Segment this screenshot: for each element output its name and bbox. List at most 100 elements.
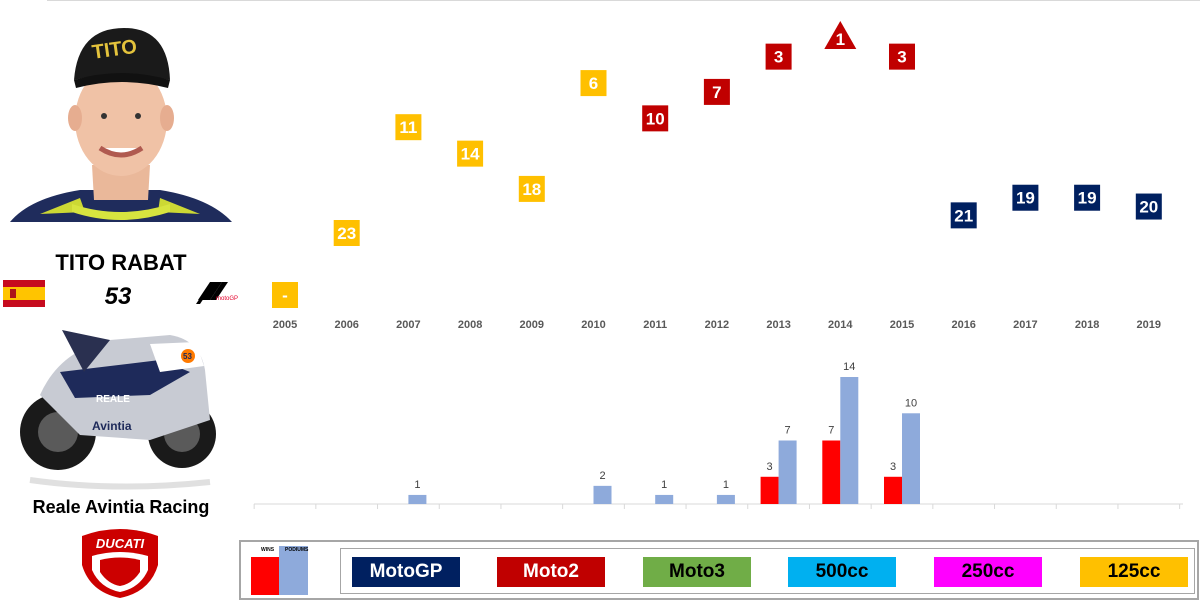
year-tick-2006: 2006: [334, 319, 358, 331]
spain-flag-icon: [3, 280, 45, 307]
rider-panel: TITO TITO RABAT 53 motoGP: [0, 0, 250, 602]
podiums-bar-2010: [593, 485, 612, 504]
wins-label-2013: 3: [767, 461, 773, 473]
square-marker: [765, 43, 792, 70]
rider-illustrations: TITO TITO RABAT 53 motoGP: [3, 28, 238, 598]
triangle-marker: [824, 21, 857, 49]
position-label: 19: [1016, 189, 1035, 208]
position-marker-2011: 10: [642, 105, 669, 132]
position-label: 21: [954, 206, 973, 225]
year-tick-2015: 2015: [890, 319, 914, 331]
motogp-logo-icon: motoGP: [196, 282, 238, 304]
position-label: 11: [399, 118, 417, 137]
year-tick-2009: 2009: [520, 319, 544, 331]
legend: WINS PODIUMS MotoGP Moto2 Moto3 500cc 25…: [239, 540, 1199, 600]
ducati-logo-text: DUCATI: [96, 536, 145, 551]
year-tick-2010: 2010: [581, 319, 605, 331]
square-marker: [703, 78, 730, 105]
position-label: 7: [712, 83, 721, 102]
position-marker-2015: 3: [889, 43, 915, 70]
podiums-bar-2014: [840, 377, 859, 504]
position-label: 10: [646, 109, 665, 128]
wins-bar-2014: [822, 440, 841, 504]
square-marker: [889, 43, 915, 70]
square-marker: [950, 202, 977, 229]
wins-podiums-key: WINS PODIUMS: [249, 546, 309, 596]
position-label: 18: [522, 180, 541, 199]
position-marker-2019: 20: [1135, 193, 1162, 220]
wins-label-2015: 3: [890, 461, 896, 473]
position-label: 3: [897, 48, 906, 67]
bike-sponsor-2-text: REALE: [96, 394, 130, 405]
motogp-logo-text: motoGP: [216, 296, 238, 302]
position-marker-2016: 21: [950, 202, 977, 229]
championship-position-series: - 23 11 14 18 6 10 7 3 1 3 21 19 19 20: [272, 21, 1162, 308]
year-tick-2013: 2013: [766, 319, 790, 331]
wins-podiums-bars: 1 2 1 1 3 7 7 14 3 10: [408, 361, 920, 504]
class-legend: MotoGP Moto2 Moto3 500cc 250cc 125cc: [340, 548, 1195, 594]
podiums-bar-2012: [716, 494, 735, 504]
year-tick-2005: 2005: [273, 319, 297, 331]
top-border-line: [47, 0, 1200, 1]
position-label: 20: [1139, 198, 1158, 217]
square-marker: [518, 175, 545, 202]
year-tick-2007: 2007: [396, 319, 420, 331]
podiums-label-2014: 14: [843, 361, 855, 373]
square-marker: [580, 70, 607, 97]
wins-bar-2013: [760, 476, 779, 504]
square-marker: [395, 114, 422, 141]
position-marker-2014: 1: [824, 21, 857, 49]
square-marker: [1074, 184, 1101, 211]
legend-125cc: 125cc: [1080, 557, 1188, 587]
position-label: 23: [337, 224, 356, 243]
position-label: 1: [836, 30, 845, 49]
position-marker-2013: 3: [765, 43, 792, 70]
legend-motogp: MotoGP: [352, 557, 460, 587]
podiums-key-swatch: [279, 546, 308, 595]
position-marker-2005: -: [272, 282, 298, 308]
position-label: 6: [589, 74, 598, 93]
square-marker: [457, 140, 484, 167]
year-tick-2014: 2014: [828, 319, 853, 331]
position-label: -: [282, 286, 288, 305]
square-marker: [333, 220, 360, 246]
legend-500cc: 500cc: [788, 557, 896, 587]
position-marker-2010: 6: [580, 70, 607, 97]
position-marker-2017: 19: [1012, 184, 1039, 211]
rider-name: TITO RABAT: [55, 250, 187, 275]
position-marker-2018: 19: [1074, 184, 1101, 211]
team-name: Reale Avintia Racing: [33, 497, 210, 517]
legend-moto3: Moto3: [643, 557, 751, 587]
year-tick-2011: 2011: [643, 319, 667, 331]
motorcycle-image: 53 Avintia REALE: [20, 330, 216, 490]
year-tick-2019: 2019: [1137, 319, 1161, 331]
position-marker-2009: 18: [518, 175, 545, 202]
podiums-label-2011: 1: [661, 479, 667, 491]
position-label: 19: [1078, 189, 1097, 208]
year-tick-2016: 2016: [951, 319, 975, 331]
podiums-label-2007: 1: [414, 479, 420, 491]
wins-label-2014: 7: [828, 425, 834, 437]
podiums-bar-2015: [902, 413, 920, 504]
podiums-bar-2007: [408, 494, 427, 504]
year-tick-2012: 2012: [705, 319, 729, 331]
podiums-key-label: PODIUMS: [285, 547, 309, 553]
podiums-label-2013: 7: [785, 425, 791, 437]
bike-number-text: 53: [183, 352, 192, 361]
position-label: 14: [461, 145, 480, 164]
ducati-logo-icon: DUCATI: [82, 529, 158, 598]
podiums-bar-2011: [655, 494, 674, 504]
legend-250cc: 250cc: [934, 557, 1042, 587]
position-marker-2007: 11: [395, 114, 422, 141]
position-marker-2006: 23: [333, 220, 360, 246]
year-tick-2018: 2018: [1075, 319, 1099, 331]
bar-chart-axis: [253, 503, 1183, 509]
square-marker: [642, 105, 669, 132]
wins-bar-2015: [884, 476, 902, 504]
podiums-bar-2013: [778, 440, 797, 504]
position-label: 3: [774, 48, 783, 67]
rider-portrait: TITO: [10, 28, 232, 222]
year-tick-2017: 2017: [1013, 319, 1037, 331]
wins-key-swatch: [251, 557, 279, 595]
